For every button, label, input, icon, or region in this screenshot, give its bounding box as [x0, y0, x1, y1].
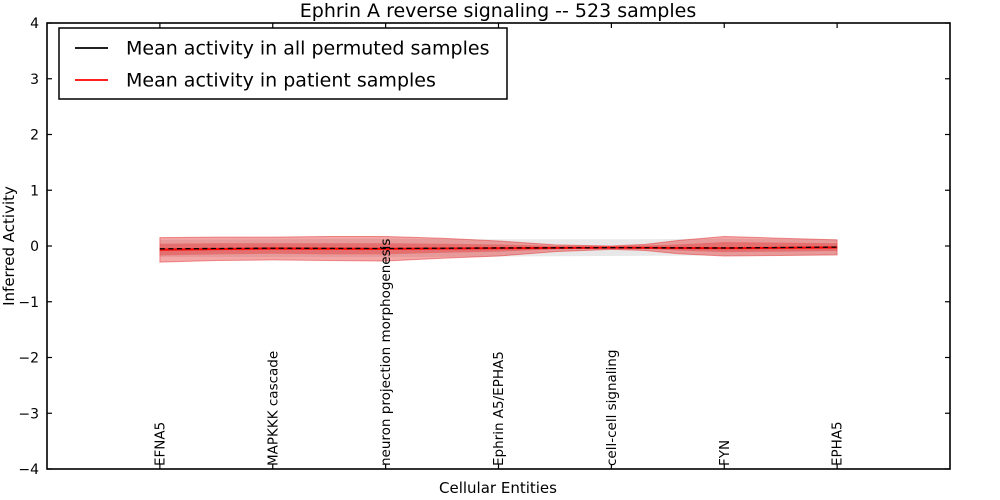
y-tick-label-−2: −2 — [18, 351, 39, 367]
legend-item-permuted: Mean activity in all permuted samples — [75, 38, 489, 60]
legend-box — [58, 27, 508, 100]
x-tick-label-6: EPHA5 — [830, 421, 846, 466]
y-axis-label: Inferred Activity — [0, 186, 18, 306]
x-axis-label: Cellular Entities — [439, 479, 557, 497]
x-tick-label-4: cell-cell signaling — [604, 350, 620, 466]
x-tick-label-2: neuron projection morphogenesis — [378, 239, 394, 466]
y-tick-label-3: 3 — [30, 72, 39, 88]
x-tick-label-5: FYN — [717, 440, 733, 466]
y-tick-label-−3: −3 — [18, 406, 39, 422]
legend-item-patient: Mean activity in patient samples — [75, 70, 436, 92]
legend: Mean activity in all permuted samples Me… — [58, 27, 508, 100]
series — [159, 246, 838, 251]
y-tick-label-4: 4 — [30, 16, 39, 32]
x-tick-labels: EFNA5 MAPKKK cascade neuron projection mor… — [152, 239, 845, 466]
axis-ticks — [47, 22, 950, 470]
x-tick-label-0: EFNA5 — [152, 422, 168, 466]
x-tick-label-1: MAPKKK cascade — [265, 351, 281, 466]
legend-label-patient: Mean activity in patient samples — [126, 70, 436, 92]
patient-samples-std-band-outer — [159, 236, 838, 263]
series-line-permuted — [159, 246, 838, 250]
y-tick-labels: 4 3 2 1 0 −1 −2 −3 −4 — [18, 16, 39, 478]
y-tick-label-−4: −4 — [18, 462, 39, 478]
y-tick-label-1: 1 — [30, 183, 39, 199]
y-tick-label-0: 0 — [30, 239, 39, 255]
y-tick-label-−1: −1 — [18, 295, 39, 311]
legend-label-permuted: Mean activity in all permuted samples — [126, 38, 489, 60]
x-tick-label-3: Ephrin A5/EPHA5 — [491, 351, 507, 466]
chart-title: Ephrin A reverse signaling -- 523 sample… — [300, 0, 696, 22]
y-tick-label-2: 2 — [30, 128, 39, 144]
